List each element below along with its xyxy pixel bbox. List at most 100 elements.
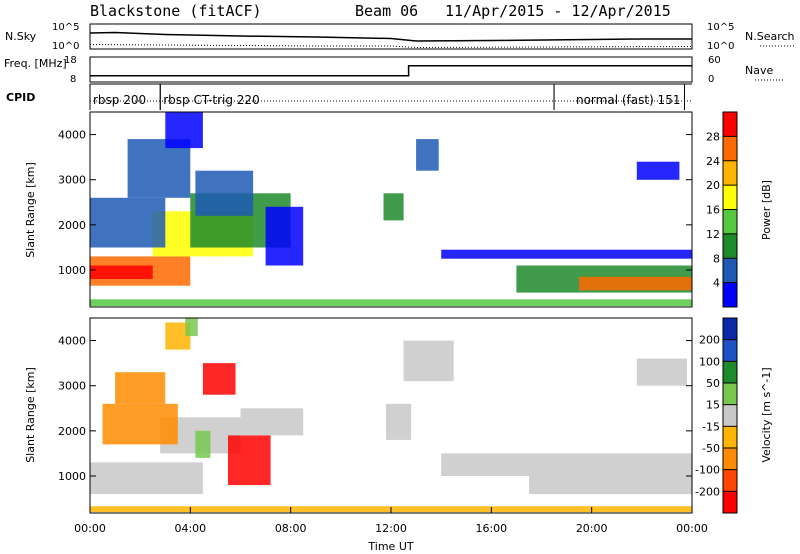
- cpid-segment-label: rbsp 200: [93, 93, 146, 107]
- echo-band: [529, 476, 692, 495]
- x-tick-label: 08:00: [275, 522, 307, 535]
- x-tick-label: 16:00: [475, 522, 507, 535]
- colorbar-swatch: [723, 361, 737, 383]
- freq-left-tick-low: 8: [70, 74, 76, 85]
- echo-band: [202, 363, 236, 395]
- velocity-y-axis: 1000 2000 3000 4000: [58, 335, 692, 483]
- echo-band: [102, 403, 178, 445]
- colorbar-swatch: [723, 491, 737, 513]
- cpid-label: CPID: [6, 91, 35, 104]
- echo-band: [90, 265, 153, 279]
- x-tick-label: 20:00: [576, 522, 608, 535]
- echo-band: [90, 299, 692, 307]
- colorbar-tick-label: 4: [713, 277, 720, 290]
- x-tick-label: 00:00: [74, 522, 106, 535]
- beam-label: Beam 06: [355, 2, 418, 20]
- freq-right-tick-low: 0: [708, 74, 714, 85]
- noise-right-tick-high: 10^5: [707, 22, 734, 33]
- power-y-axis: 1000 2000 3000 4000: [58, 129, 692, 277]
- colorbar-tick-label: -15: [702, 420, 720, 433]
- freq-right-tick-high: 60: [708, 55, 721, 66]
- colorbar-tick-label: 20: [706, 179, 720, 192]
- x-tick-label: 12:00: [375, 522, 407, 535]
- noise-sky-line: [89, 31, 692, 42]
- x-tick-label: 00:00: [676, 522, 708, 535]
- velocity-echoes: [90, 318, 692, 513]
- velocity-ylabel: Slant Range [km]: [24, 367, 37, 463]
- echo-band: [386, 403, 412, 440]
- noise-search-line: [89, 44, 693, 49]
- colorbar-swatch: [723, 136, 737, 161]
- colorbar-tick-label: 200: [699, 334, 720, 347]
- colorbar-tick-label: 100: [699, 355, 720, 368]
- velocity-cbar-label: Velocity [m s^-1]: [760, 367, 773, 462]
- colorbar-tick-label: 12: [706, 228, 720, 241]
- colorbar-swatch: [723, 209, 737, 234]
- y-tick-label: 2000: [58, 425, 86, 438]
- echo-band: [416, 139, 439, 171]
- noise-left-label: N.Sky: [5, 30, 37, 43]
- echo-band: [636, 161, 680, 180]
- echo-band: [579, 276, 692, 291]
- power-ylabel: Slant Range [km]: [24, 162, 37, 258]
- velocity-panel: 1000 2000 3000 4000 Slant Range [km] 200 100…: [24, 317, 773, 553]
- freq-line: [90, 65, 692, 77]
- x-tick-label: 04:00: [174, 522, 206, 535]
- cpid-segment-label: rbsp CT-trig 220: [163, 93, 259, 107]
- colorbar-tick-label: 24: [706, 155, 720, 168]
- freq-panel: Freq. [MHz] 18 8 60 0 Nave: [4, 55, 785, 102]
- velocity-colorbar: 200 100 50 15 -15 -50 -100 -200: [695, 317, 738, 514]
- noise-left-tick-high: 10^5: [52, 22, 79, 33]
- colorbar-tick-label: -50: [702, 442, 720, 455]
- y-tick-label: 3000: [58, 174, 86, 187]
- power-panel: 1000 2000 3000 4000 Slant Range [km] 28 24 20…: [24, 111, 773, 308]
- colorbar-swatch: [723, 233, 737, 259]
- colorbar-swatch: [723, 318, 737, 340]
- y-tick-label: 3000: [58, 380, 86, 393]
- noise-left-tick-low: 10^0: [52, 41, 79, 52]
- colorbar-tick-label: -200: [695, 485, 720, 498]
- echo-band: [90, 197, 166, 248]
- echo-band: [115, 372, 166, 404]
- echo-band: [185, 318, 198, 337]
- echo-band: [90, 462, 203, 494]
- colorbar-frame: [722, 317, 738, 514]
- colorbar-swatch: [723, 469, 737, 492]
- echo-band: [127, 139, 191, 198]
- y-tick-label: 4000: [58, 335, 86, 348]
- freq-left-tick-high: 18: [64, 55, 77, 66]
- noise-right-tick-low: 10^0: [707, 41, 734, 52]
- date-range: 11/Apr/2015 - 12/Apr/2015: [445, 2, 671, 20]
- echo-band: [441, 249, 692, 259]
- echo-band: [265, 206, 304, 266]
- power-cbar-label: Power [dB]: [760, 180, 773, 240]
- echo-band: [441, 453, 692, 476]
- y-tick-label: 2000: [58, 219, 86, 232]
- echo-band: [195, 170, 254, 216]
- colorbar-tick-label: 28: [706, 130, 720, 143]
- time-axis-label: Time UT: [367, 540, 413, 553]
- colorbar-swatch: [723, 185, 737, 210]
- colorbar-swatch: [723, 383, 737, 405]
- colorbar-tick-label: 8: [713, 252, 720, 265]
- nave-label: Nave: [745, 64, 773, 77]
- colorbar-swatch: [723, 404, 737, 427]
- echo-band: [383, 193, 404, 221]
- noise-right-label: N.Search: [745, 30, 795, 43]
- y-tick-label: 4000: [58, 129, 86, 142]
- freq-left-label: Freq. [MHz]: [4, 57, 67, 70]
- echo-band: [228, 435, 271, 486]
- colorbar-swatch: [723, 160, 737, 186]
- y-tick-label: 1000: [58, 264, 86, 277]
- y-tick-label: 1000: [58, 470, 86, 483]
- colorbar-swatch: [723, 112, 737, 137]
- colorbar-swatch: [723, 258, 737, 283]
- colorbar-tick-label: -100: [695, 464, 720, 477]
- colorbar-tick-label: 15: [706, 399, 720, 412]
- echo-band: [165, 112, 203, 149]
- station-title: Blackstone (fitACF): [90, 2, 262, 20]
- cpid-segment-label: normal (fast) 151: [576, 93, 680, 107]
- power-echoes: [90, 112, 692, 307]
- colorbar-swatch: [723, 282, 737, 307]
